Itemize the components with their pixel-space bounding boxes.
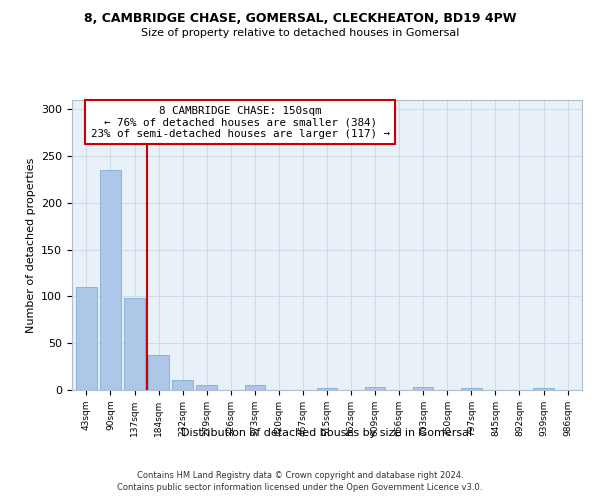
Bar [413,387,433,390]
Bar [196,386,217,390]
Text: Size of property relative to detached houses in Gomersal: Size of property relative to detached ho… [141,28,459,38]
Text: 8, CAMBRIDGE CHASE, GOMERSAL, CLECKHEATON, BD19 4PW: 8, CAMBRIDGE CHASE, GOMERSAL, CLECKHEATO… [84,12,516,26]
Bar [245,386,265,390]
Text: Distribution of detached houses by size in Gomersal: Distribution of detached houses by size … [181,428,473,438]
Bar [317,388,337,390]
Text: 8 CAMBRIDGE CHASE: 150sqm
← 76% of detached houses are smaller (384)
23% of semi: 8 CAMBRIDGE CHASE: 150sqm ← 76% of detac… [91,106,390,139]
Bar [100,170,121,390]
Bar [172,380,193,390]
Bar [533,388,554,390]
Bar [124,298,145,390]
Text: Contains public sector information licensed under the Open Government Licence v3: Contains public sector information licen… [118,483,482,492]
Y-axis label: Number of detached properties: Number of detached properties [26,158,35,332]
Bar [365,387,385,390]
Text: Contains HM Land Registry data © Crown copyright and database right 2024.: Contains HM Land Registry data © Crown c… [137,472,463,480]
Bar [148,356,169,390]
Bar [76,287,97,390]
Bar [461,388,482,390]
